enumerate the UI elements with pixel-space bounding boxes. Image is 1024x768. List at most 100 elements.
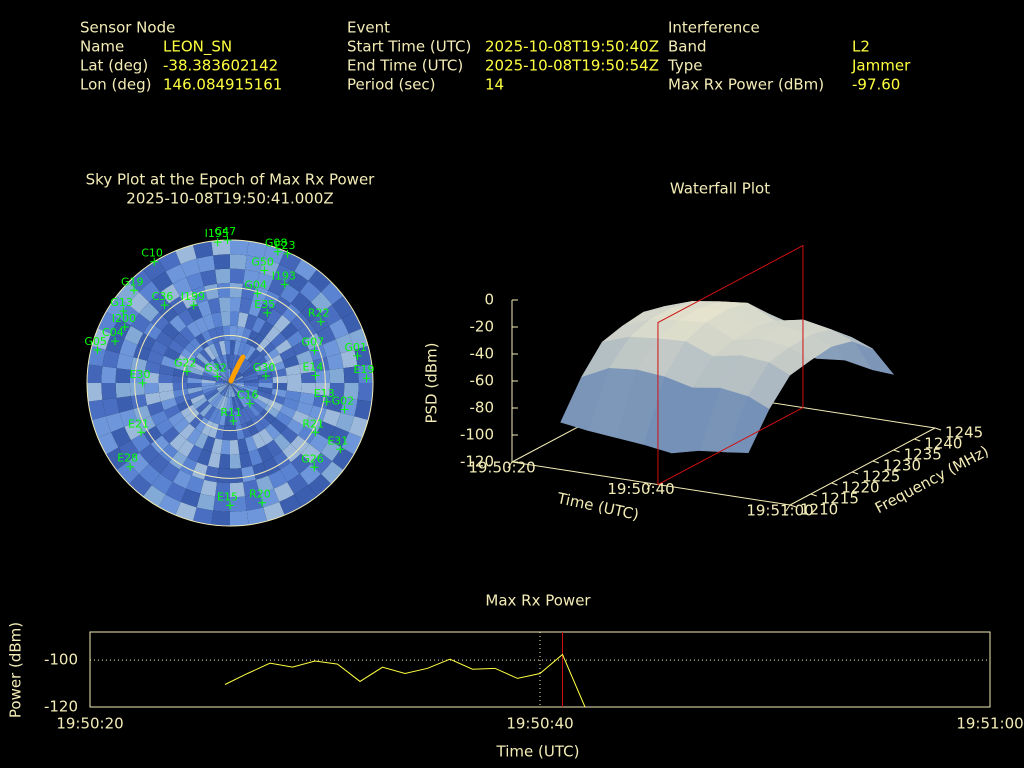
satellite-marker xyxy=(160,301,169,310)
satellite-marker xyxy=(253,289,262,298)
sky-cell xyxy=(244,405,257,421)
satellite-marker xyxy=(213,372,222,381)
satellite-label: G08 xyxy=(265,237,288,250)
sky-cell xyxy=(335,333,355,354)
sky-cell xyxy=(213,409,223,425)
sky-cell xyxy=(133,344,151,361)
sky-cell xyxy=(285,390,301,402)
x-tick xyxy=(785,504,791,512)
satellite-label: G26 xyxy=(301,452,324,465)
sky-cell xyxy=(115,383,131,398)
satellite-marker xyxy=(340,405,349,414)
sky-cell xyxy=(187,303,203,322)
section-heading: Sensor Node xyxy=(80,19,175,37)
sky-cell xyxy=(199,348,213,363)
sky-cell xyxy=(207,297,221,314)
sky-cell xyxy=(316,325,336,345)
sky-cell xyxy=(201,330,214,346)
satellite-label: G05 xyxy=(84,335,107,348)
sky-cell xyxy=(326,396,344,413)
sky-cell xyxy=(155,330,174,348)
sky-cell xyxy=(195,400,210,414)
sky-cell xyxy=(348,416,369,438)
satellite-marker xyxy=(119,307,128,316)
sky-cell xyxy=(290,312,310,331)
sky-cell xyxy=(116,281,139,305)
sky-cell xyxy=(202,386,217,394)
sky-cell xyxy=(282,443,301,463)
sky-cell xyxy=(184,409,200,424)
y-tick xyxy=(934,427,942,431)
sky-cell xyxy=(239,297,253,314)
info-value: 2025-10-08T19:50:54Z xyxy=(485,57,659,75)
sky-cell xyxy=(150,410,169,426)
sky-cell xyxy=(269,361,286,372)
sky-cell xyxy=(105,412,125,433)
sky-cell xyxy=(230,377,244,383)
sky-cell xyxy=(169,314,187,333)
sky-cell xyxy=(208,407,220,423)
sky-cell xyxy=(219,396,227,411)
sky-cell xyxy=(180,258,201,278)
sky-cell xyxy=(294,485,318,507)
sky-cell xyxy=(187,386,203,395)
power-line xyxy=(224,653,586,708)
satellite-marker xyxy=(245,399,254,408)
sky-cell xyxy=(265,439,283,458)
sky-cell xyxy=(244,383,259,387)
x-tick-label: 19:51:00 xyxy=(956,715,1023,733)
sky-cell xyxy=(354,345,372,367)
info-value: 146.084915161 xyxy=(163,76,282,94)
sky-cell xyxy=(189,337,204,353)
sky-cell xyxy=(279,494,302,516)
sky-cell xyxy=(119,339,138,358)
sky-cell xyxy=(341,311,363,334)
sky-cell xyxy=(252,397,268,410)
sky-cell xyxy=(230,425,238,441)
sky-cell xyxy=(230,411,236,426)
sky-cell xyxy=(233,410,242,426)
sky-cell xyxy=(298,322,317,341)
info-value: Jammer xyxy=(851,57,911,75)
satellite-marker xyxy=(183,367,192,376)
sky-cell xyxy=(203,405,216,421)
sky-cell xyxy=(230,383,236,397)
sky-cell xyxy=(258,377,273,383)
sky-cell xyxy=(237,341,247,357)
satellite-label: E23 xyxy=(275,239,296,252)
sky-cell xyxy=(230,383,242,394)
z-tick-label: -100 xyxy=(460,426,494,444)
sky-cell xyxy=(199,403,213,418)
sky-cell xyxy=(280,322,299,340)
y-tick-label: 1230 xyxy=(883,457,921,475)
sky-cell xyxy=(163,347,181,362)
sky-cell xyxy=(202,313,216,331)
satellite-marker xyxy=(283,249,292,258)
sky-cell xyxy=(273,482,295,502)
sky-cell xyxy=(230,383,244,389)
sky-cell xyxy=(151,271,173,293)
sky-cell xyxy=(265,308,283,327)
sky-cell xyxy=(130,357,148,372)
satellite-label: E14 xyxy=(302,361,323,374)
sky-cell xyxy=(244,379,259,383)
sky-cell xyxy=(226,354,230,369)
sky-cell xyxy=(294,259,318,281)
satellite-marker xyxy=(229,416,238,425)
sky-cell xyxy=(241,465,256,483)
sky-cell xyxy=(290,292,311,313)
sky-cell xyxy=(215,268,230,284)
sky-cell xyxy=(335,412,355,433)
y-tick-label: 1215 xyxy=(821,490,859,508)
sky-cell xyxy=(159,443,178,463)
sky-cell xyxy=(230,482,245,498)
sky-cell xyxy=(165,482,187,502)
satellite-label: E15 xyxy=(217,490,238,503)
sky-cell xyxy=(348,328,369,350)
sky-cell xyxy=(224,411,230,426)
sky-cell xyxy=(296,350,313,365)
sky-cell xyxy=(169,433,187,452)
sky-cell xyxy=(291,410,310,426)
satellite-marker xyxy=(336,445,345,454)
